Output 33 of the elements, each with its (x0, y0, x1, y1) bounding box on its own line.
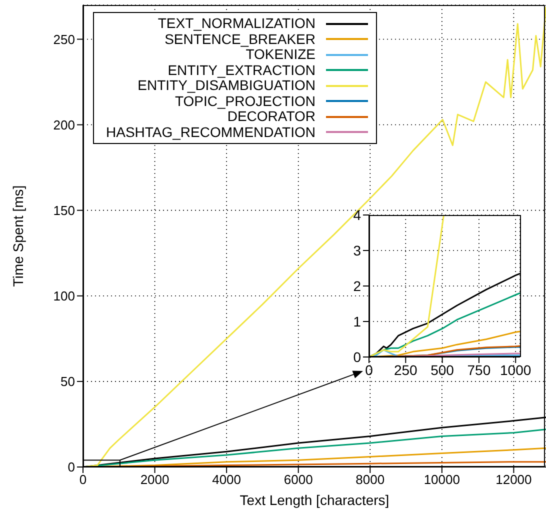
legend-label: ENTITY_EXTRACTION (168, 62, 316, 78)
y-tick-label: 50 (60, 374, 75, 390)
y-axis-title: Time Spent [ms] (10, 185, 26, 287)
y-tick-label: 4 (353, 206, 362, 223)
x-tick-label: 8000 (356, 472, 385, 488)
y-tick-label: 0 (353, 348, 362, 365)
legend-label: TOKENIZE (246, 46, 316, 62)
y-tick-label: 1 (353, 313, 362, 330)
x-tick-label: 12000 (496, 472, 532, 488)
legend-label: TEXT_NORMALIZATION (158, 15, 316, 32)
x-tick-label: 4000 (212, 472, 242, 488)
y-tick-label: 2 (353, 278, 362, 294)
y-tick-label: 150 (53, 202, 75, 218)
legend-label: SENTENCE_BREAKER (164, 30, 316, 47)
y-tick-label: 250 (53, 32, 75, 47)
x-tick-label: 500 (430, 362, 454, 378)
y-tick-label: 0 (68, 460, 75, 475)
legend-label: ENTITY_DISAMBIGUATION (138, 77, 316, 94)
x-axis-title: Text Length [characters] (240, 492, 390, 508)
y-tick-label: 3 (353, 242, 362, 258)
legend-label: HASHTAG_RECOMMENDATION (106, 124, 316, 140)
x-tick-label: 750 (467, 362, 491, 378)
x-tick-label: 10000 (424, 472, 460, 488)
x-tick-label: 1000 (500, 362, 532, 378)
x-tick-label: 250 (394, 362, 418, 378)
y-tick-label: 100 (53, 288, 75, 304)
x-tick-label: 2000 (140, 472, 170, 488)
legend-label: DECORATOR (227, 108, 316, 124)
x-tick-label: 6000 (284, 472, 313, 488)
y-tick-label: 200 (53, 117, 75, 132)
legend-label: TOPIC_PROJECTION (174, 92, 316, 109)
x-tick-label: 0 (79, 472, 87, 488)
x-tick-label: 0 (365, 362, 374, 378)
